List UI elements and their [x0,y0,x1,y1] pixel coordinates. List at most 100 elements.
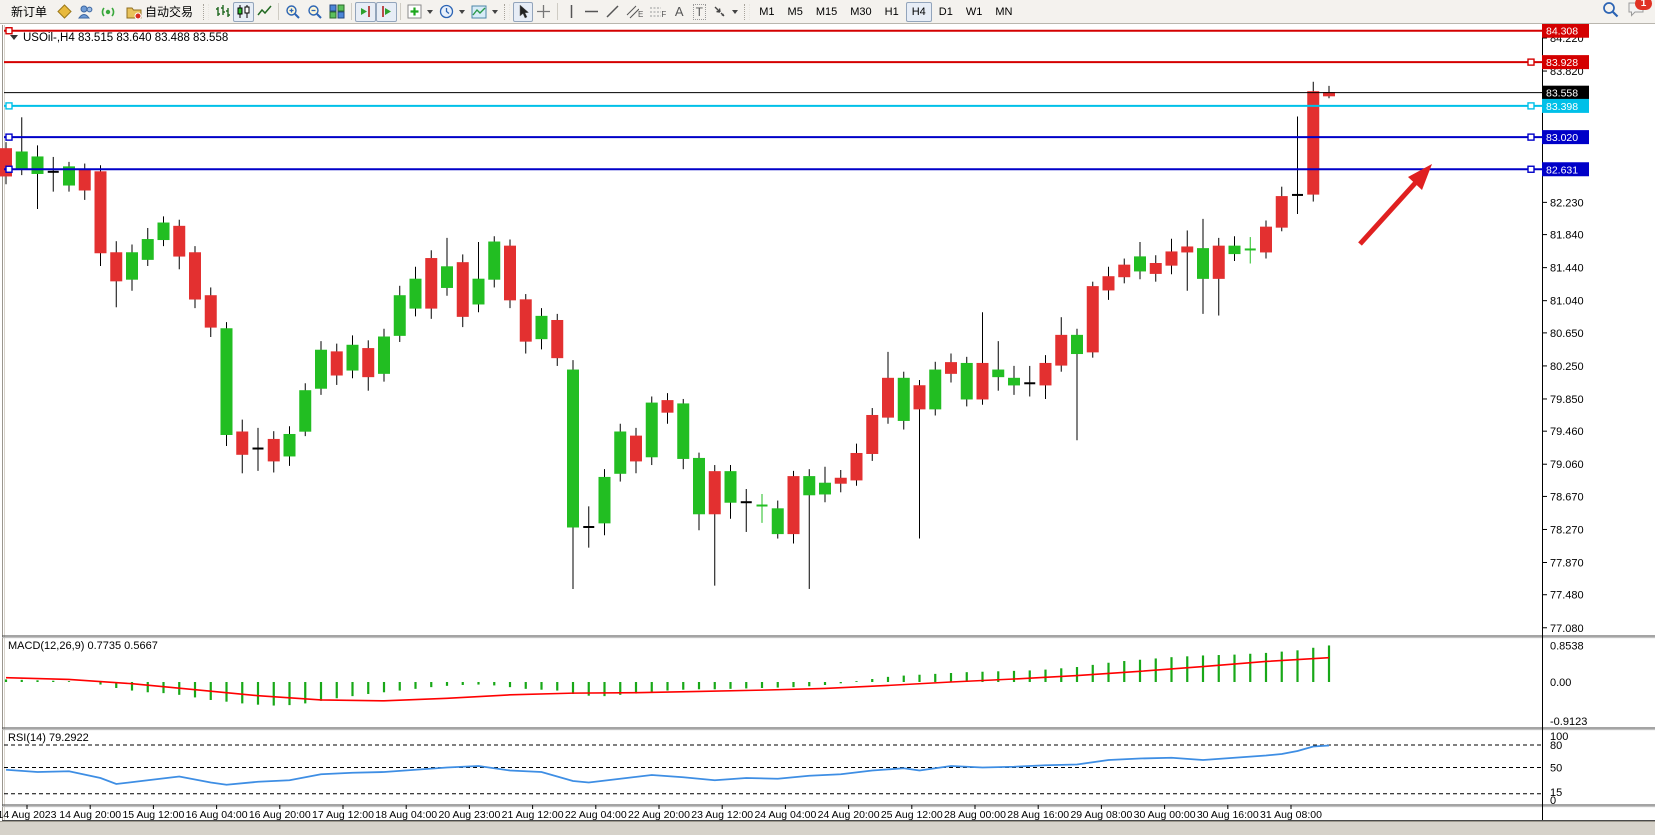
hline-8302[interactable] [4,133,1542,141]
svg-text:20 Aug 23:00: 20 Aug 23:00 [438,809,500,821]
notifications-button[interactable]: 1 [1627,0,1652,22]
trend-arrow-annotation[interactable] [1358,164,1432,246]
indicators-button[interactable] [404,2,436,22]
svg-text:80.250: 80.250 [1550,361,1584,373]
svg-text:100: 100 [1550,731,1568,743]
svg-text:-0.9123: -0.9123 [1550,716,1587,728]
svg-text:24 Aug 04:00: 24 Aug 04:00 [754,809,816,821]
periods-button[interactable] [436,2,468,22]
svg-text:14 Aug 2023: 14 Aug 2023 [0,809,57,821]
timeframe-d1[interactable]: D1 [938,5,953,18]
chart-window: 84.220 83.820 82.230 81.840 81.440 81.040 80.6… [0,24,1655,835]
arrows-caret-icon [732,9,739,14]
price-badge-82631: 82.631 [1542,162,1589,177]
new-order-button[interactable]: 新订单 [4,2,54,22]
timeframe-w1[interactable]: W1 [965,5,983,18]
horizontal-line-tool-icon[interactable] [581,2,602,22]
cursor-tool-icon[interactable] [513,1,534,22]
svg-text:30 Aug 16:00: 30 Aug 16:00 [1197,809,1259,821]
svg-text:83.928: 83.928 [1546,57,1578,69]
line-chart-icon[interactable] [254,2,275,22]
svg-text:0: 0 [1550,795,1556,807]
svg-text:83.398: 83.398 [1546,101,1578,113]
svg-text:14 Aug 20:00: 14 Aug 20:00 [59,809,121,821]
profiles-icon[interactable] [75,2,97,22]
svg-text:79.850: 79.850 [1550,394,1584,406]
macd-pane: MACD(12,26,9) 0.7735 0.5667 0.8538 0.00 -0.… [4,640,1587,728]
text-label-glyph: T [692,3,706,20]
auto-scroll-icon[interactable] [376,1,398,22]
svg-text:83.020: 83.020 [1546,132,1578,144]
templates-caret-icon [492,9,499,14]
timeframe-m15[interactable]: M15 [815,5,838,18]
timeframe-h4[interactable]: H4 [905,1,932,22]
time-axis[interactable]: 14 Aug 2023 14 Aug 20:00 15 Aug 12:00 16 Au… [0,805,1322,821]
svg-text:78.670: 78.670 [1550,491,1584,503]
timeframe-m1[interactable]: M1 [759,5,775,18]
price-badge-83398: 83.398 [1542,98,1589,113]
price-badge-83558: 83.558 [1542,85,1589,100]
window-bottom-strip [0,821,1655,835]
svg-text:24 Aug 20:00: 24 Aug 20:00 [818,809,880,821]
svg-text:80: 80 [1550,740,1562,752]
indicators-plus-icon [407,4,422,19]
metaeditor-icon[interactable] [54,2,75,22]
svg-text:84.308: 84.308 [1546,26,1578,38]
text-label-tool-icon[interactable]: T [689,2,709,22]
svg-text:81.840: 81.840 [1550,230,1584,242]
svg-text:78.270: 78.270 [1550,524,1584,536]
svg-text:77.080: 77.080 [1550,623,1584,635]
hline-82631[interactable] [4,165,1542,173]
candlestick-chart-icon[interactable] [233,1,255,22]
hline-84308[interactable] [4,27,1542,35]
fibo-glyph: F [661,10,667,19]
timeframe-m5[interactable]: M5 [787,5,803,18]
svg-text:28 Aug 00:00: 28 Aug 00:00 [944,809,1006,821]
svg-text:82.230: 82.230 [1550,197,1584,209]
fibonacci-tool-icon[interactable]: F [646,2,669,22]
svg-text:USOil-,H4 83.515 83.640 83.48: USOil-,H4 83.515 83.640 83.488 83.558 [23,32,228,44]
zoom-in-icon[interactable] [282,2,304,22]
svg-text:81.040: 81.040 [1550,296,1584,308]
vertical-line-tool-icon[interactable] [561,2,581,22]
hline-83928[interactable] [4,58,1542,66]
text-tool-icon[interactable]: A [669,2,689,22]
indicators-caret-icon [427,9,434,14]
svg-text:50: 50 [1550,763,1562,775]
autotrading-button[interactable]: 自动交易 [119,2,200,22]
arrows-tool-icon [714,6,725,17]
timeframe-h1[interactable]: H1 [884,5,899,18]
templates-button[interactable] [468,2,501,22]
signals-icon[interactable] [97,2,119,22]
periods-caret-icon [459,9,466,14]
main-toolbar: 新订单 自动交易 [0,0,1655,24]
crosshair-tool-icon[interactable] [533,2,554,22]
timeframe-m30[interactable]: M30 [850,5,872,18]
price-badge-83928: 83.928 [1542,55,1589,70]
search-icon[interactable] [1602,1,1619,23]
zoom-out-icon[interactable] [304,2,326,22]
svg-text:23 Aug 12:00: 23 Aug 12:00 [691,809,753,821]
tile-windows-icon[interactable] [326,2,348,22]
svg-text:22 Aug 20:00: 22 Aug 20:00 [628,809,690,821]
chart-canvas[interactable]: 84.22083.82082.23081.84081.44081.04080.6… [0,24,1655,835]
rsi-label: RSI(14) 79.2922 [8,732,89,744]
chart-shift-icon[interactable] [355,1,377,22]
timeframe-mn[interactable]: MN [995,5,1013,18]
chart-title[interactable]: USOil-,H4 83.515 83.640 83.488 83.558 [10,32,228,44]
clock-icon [439,4,454,19]
svg-text:25 Aug 12:00: 25 Aug 12:00 [881,809,943,821]
text-glyph: A [674,4,684,19]
notification-count-badge: 1 [1635,0,1652,10]
arrows-tool-button[interactable] [709,2,741,22]
hline-83398[interactable] [4,102,1542,110]
trendline-tool-icon[interactable] [602,2,623,22]
svg-text:16 Aug 20:00: 16 Aug 20:00 [249,809,311,821]
equidistant-channel-tool-icon[interactable]: E [623,2,646,22]
price-badge-84308: 84.308 [1542,24,1589,38]
svg-text:30 Aug 00:00: 30 Aug 00:00 [1134,809,1196,821]
bar-chart-icon[interactable] [212,2,233,22]
svg-text:21 Aug 12:00: 21 Aug 12:00 [502,809,564,821]
